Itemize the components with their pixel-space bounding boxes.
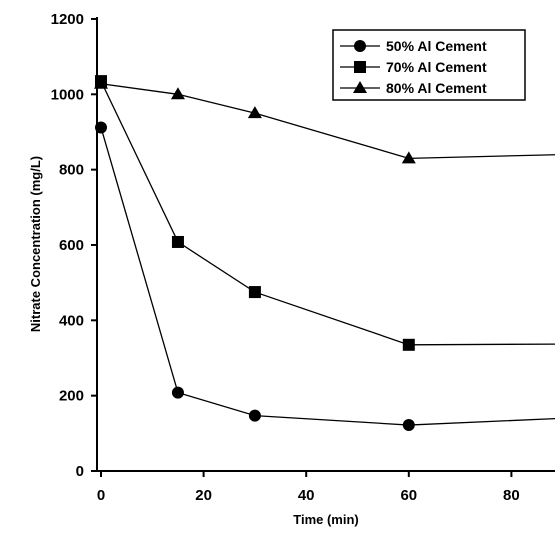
data-point-circle	[402, 419, 415, 432]
series-line	[100, 127, 555, 426]
y-tick-label: 600	[59, 237, 84, 254]
x-tick-label: 80	[503, 487, 520, 504]
data-point-triangle	[401, 151, 416, 164]
data-point-square	[171, 235, 184, 248]
data-point-triangle	[247, 106, 262, 119]
y-tick-label: 1200	[51, 11, 84, 28]
y-tick-label: 400	[59, 312, 84, 329]
legend-label: 70% Al Cement	[386, 59, 487, 75]
data-point-triangle	[170, 87, 185, 100]
series-line	[100, 80, 555, 346]
x-tick-label: 60	[400, 487, 417, 504]
data-point-circle	[248, 409, 261, 422]
data-point-circle	[171, 386, 184, 399]
data-point-square	[248, 286, 261, 299]
axis-ticks: 0 200 400 600 800 1000 1200 0 20 40 60 80	[51, 11, 520, 504]
x-axis-label: Time (min)	[293, 512, 359, 527]
legend: 50% Al Cement 70% Al Cement 80% Al Cement	[332, 29, 526, 101]
x-tick-label: 40	[298, 487, 315, 504]
series-triangle	[94, 76, 555, 164]
legend-label: 80% Al Cement	[386, 80, 487, 96]
data-point-circle	[95, 121, 107, 134]
legend-marker-triangle	[353, 81, 367, 93]
series-square	[95, 75, 555, 351]
y-tick-label: 0	[76, 463, 84, 480]
y-tick-label: 800	[59, 162, 84, 179]
y-axis-label: Nitrate Concentration (mg/L)	[28, 156, 43, 332]
data-point-square	[402, 338, 415, 351]
y-tick-label: 1000	[51, 86, 84, 103]
data-point-triangle	[94, 76, 108, 89]
legend-marker-circle	[354, 40, 366, 52]
legend-marker-square	[354, 61, 366, 73]
x-tick-label: 20	[195, 487, 212, 504]
series-group	[94, 75, 555, 432]
legend-label: 50% Al Cement	[386, 38, 487, 54]
y-tick-label: 200	[59, 388, 84, 405]
x-tick-label: 0	[97, 487, 105, 504]
series-circle	[95, 121, 555, 432]
